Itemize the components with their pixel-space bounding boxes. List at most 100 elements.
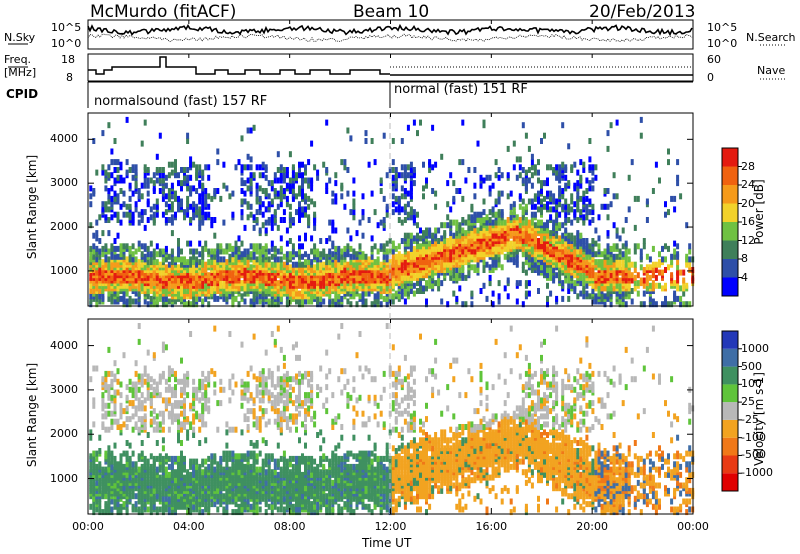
power-cell bbox=[298, 206, 301, 213]
power-cell bbox=[364, 253, 368, 260]
power-cell bbox=[137, 245, 141, 252]
power-cell bbox=[285, 172, 289, 179]
power-cell bbox=[155, 259, 159, 266]
power-cell bbox=[633, 243, 637, 250]
velocity-cell bbox=[137, 466, 141, 473]
power-cell bbox=[537, 190, 540, 197]
power-cell bbox=[576, 230, 580, 237]
power-cell bbox=[585, 282, 589, 289]
power-cell bbox=[615, 227, 619, 234]
power-cell bbox=[207, 259, 211, 266]
power-cell bbox=[349, 135, 353, 142]
power-cell bbox=[419, 119, 422, 126]
power-cell bbox=[588, 219, 592, 226]
power-cell bbox=[594, 259, 598, 266]
power-cell bbox=[555, 232, 559, 239]
power-cell bbox=[119, 203, 123, 210]
power-cell bbox=[676, 180, 680, 187]
power-cell bbox=[639, 116, 643, 123]
power-cell bbox=[564, 277, 568, 284]
velocity-cell bbox=[95, 455, 99, 462]
velocity-cell bbox=[89, 466, 93, 473]
power-cell bbox=[89, 185, 93, 192]
power-cell bbox=[107, 217, 111, 223]
power-cell bbox=[92, 232, 96, 239]
power-cell bbox=[140, 182, 144, 189]
velocity-cell bbox=[152, 426, 156, 433]
power-cell bbox=[301, 211, 304, 218]
power-cell bbox=[270, 240, 274, 247]
velocity-cell bbox=[134, 410, 138, 417]
velocity-cell bbox=[152, 493, 156, 500]
power-cell bbox=[134, 201, 138, 208]
velocity-cell bbox=[137, 453, 141, 460]
velocity-cell bbox=[158, 506, 162, 513]
power-cell bbox=[170, 256, 174, 263]
power-cell bbox=[458, 222, 462, 229]
power-cell bbox=[621, 264, 625, 271]
power-cell bbox=[319, 251, 323, 258]
velocity-cell bbox=[116, 378, 120, 385]
power-cell bbox=[174, 164, 177, 171]
velocity-cell bbox=[177, 418, 180, 425]
power-cell bbox=[95, 301, 99, 308]
power-cell bbox=[225, 243, 229, 250]
power-cell bbox=[198, 259, 202, 266]
power-cell bbox=[573, 182, 577, 189]
power-cell bbox=[186, 259, 190, 266]
power-cell bbox=[642, 243, 646, 250]
velocity-cell bbox=[122, 352, 126, 359]
power-cell bbox=[307, 259, 311, 266]
power-cell bbox=[385, 248, 389, 255]
power-cell bbox=[358, 219, 362, 226]
power-cell bbox=[243, 190, 247, 197]
power-cell bbox=[331, 190, 335, 197]
power-cell bbox=[243, 180, 247, 187]
power-cell bbox=[228, 193, 232, 200]
power-cell bbox=[533, 169, 537, 176]
power-cell bbox=[391, 159, 395, 166]
power-cell bbox=[428, 159, 432, 166]
power-cell bbox=[406, 274, 410, 281]
power-cell bbox=[143, 224, 147, 231]
power-cell bbox=[267, 248, 271, 255]
power-cell bbox=[576, 203, 580, 210]
power-cell bbox=[295, 261, 298, 268]
velocity-cell bbox=[98, 434, 102, 441]
power-cell bbox=[146, 217, 150, 223]
nsky-hi-tick: 10^5 bbox=[51, 21, 82, 34]
power-cell bbox=[270, 180, 274, 187]
power-cell bbox=[301, 177, 304, 184]
nsearch-lo-tick: 10^0 bbox=[707, 37, 738, 50]
velocity-cell bbox=[161, 445, 165, 452]
power-cell bbox=[276, 224, 280, 231]
power-cell bbox=[128, 182, 132, 189]
power-cell bbox=[340, 253, 344, 260]
power-cell bbox=[240, 209, 244, 216]
power-cell bbox=[107, 122, 111, 129]
power-cell bbox=[152, 290, 156, 297]
nave-label: Nave bbox=[757, 64, 786, 77]
power-cell bbox=[95, 230, 99, 237]
power-cell bbox=[412, 214, 416, 221]
power-cell bbox=[246, 153, 250, 160]
power-cell bbox=[288, 182, 292, 189]
power-cell bbox=[298, 290, 301, 297]
power-cell bbox=[110, 195, 114, 202]
power-cell bbox=[688, 243, 692, 250]
power-cell bbox=[222, 264, 226, 271]
power-cell bbox=[382, 132, 386, 139]
power-cell bbox=[89, 245, 93, 252]
power-cell bbox=[561, 232, 565, 239]
power-cell bbox=[201, 182, 205, 189]
power-cell bbox=[301, 243, 304, 250]
velocity-cell bbox=[146, 458, 150, 465]
power-cell bbox=[316, 298, 320, 305]
power-cell bbox=[651, 285, 655, 292]
power-cell bbox=[585, 238, 589, 244]
power-cell bbox=[527, 290, 531, 297]
power-cell bbox=[358, 243, 362, 250]
power-cell bbox=[579, 209, 583, 216]
power-cell bbox=[464, 177, 468, 184]
power-cell bbox=[546, 201, 549, 208]
